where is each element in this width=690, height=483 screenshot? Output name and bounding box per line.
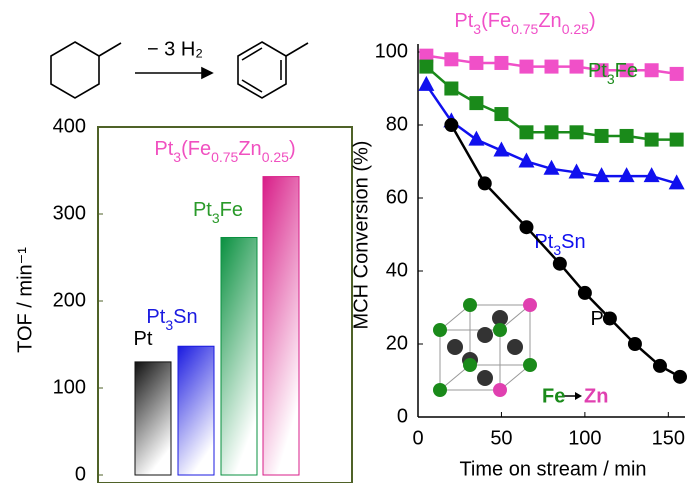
fe-atom	[433, 383, 447, 397]
cyclohexane	[51, 42, 99, 98]
marker	[494, 56, 508, 70]
bar	[178, 346, 214, 475]
y-tick-label: 200	[53, 289, 86, 311]
marker	[670, 67, 684, 81]
benzene	[238, 42, 286, 98]
zn-atom	[493, 383, 507, 397]
fe-atom	[463, 298, 477, 312]
marker	[418, 76, 434, 91]
marker	[519, 220, 533, 234]
marker	[519, 60, 533, 74]
fe-atom	[433, 323, 447, 337]
marker	[553, 257, 567, 271]
marker	[620, 129, 634, 143]
y-tick-label: 400	[53, 115, 86, 137]
page: − 3 H₂ 0100200300400TOF / min⁻¹PtPt3SnPt…	[0, 0, 690, 483]
y-tick-label: 100	[375, 40, 408, 62]
series-label: Pt3Fe	[588, 60, 638, 86]
marker	[478, 176, 492, 190]
marker	[469, 56, 483, 70]
series-label: Pt	[591, 308, 610, 330]
x-tick-label: 50	[490, 427, 512, 449]
x-axis-label: Time on stream / min	[459, 458, 646, 480]
y-tick-label: 40	[386, 259, 408, 281]
y-tick-label: 60	[386, 186, 408, 208]
y-tick-label: 300	[53, 202, 86, 224]
x-tick-label: 150	[652, 427, 685, 449]
zn-atom	[523, 298, 537, 312]
pt-atom	[477, 370, 493, 386]
series-label: Pt3(Fe0.75Zn0.25)	[454, 10, 595, 36]
methyl	[99, 43, 121, 56]
marker	[645, 133, 659, 147]
reagent-label: − 3 H₂	[147, 38, 203, 60]
pt-atom	[507, 339, 523, 355]
double-bond	[242, 48, 262, 60]
bar-label: Pt3Sn	[146, 306, 197, 332]
double-bond	[242, 80, 262, 92]
y-tick-label: 80	[386, 113, 408, 135]
marker	[673, 370, 687, 384]
inset-arrowhead	[575, 392, 582, 400]
y-axis-label: MCH Conversion (%)	[350, 141, 372, 330]
x-tick-label: 100	[568, 427, 601, 449]
fe-atom	[493, 323, 507, 337]
bar-label: Pt	[134, 328, 153, 350]
marker	[578, 286, 592, 300]
marker	[644, 167, 660, 182]
bar	[263, 177, 299, 475]
marker	[595, 129, 609, 143]
marker	[628, 337, 642, 351]
pt-atom	[447, 339, 463, 355]
marker	[444, 118, 458, 132]
marker	[645, 63, 659, 77]
methyl	[286, 43, 308, 56]
marker	[545, 125, 559, 139]
marker	[570, 125, 584, 139]
fe-atom	[463, 358, 477, 372]
bar-label: Pt3(Fe0.75Zn0.25)	[154, 138, 295, 164]
marker	[444, 52, 458, 66]
marker	[469, 96, 483, 110]
inset-label-from: Fe	[542, 385, 565, 407]
marker	[419, 60, 433, 74]
marker	[619, 167, 635, 182]
inset-label-to: Zn	[584, 385, 608, 407]
marker	[444, 82, 458, 96]
y-tick-label: 0	[75, 463, 86, 483]
marker	[494, 107, 508, 121]
fe-atom	[523, 358, 537, 372]
line-chart: 0 20 40 60 80 100 0 50 100 150 Time on stream / mi…	[350, 10, 687, 480]
marker	[670, 133, 684, 147]
pt-atom	[477, 327, 493, 343]
marker	[545, 60, 559, 74]
bar-label: Pt3Fe	[193, 199, 243, 225]
arrowhead	[202, 68, 212, 78]
x-tick-label: 0	[412, 427, 423, 449]
y-tick-label: 20	[386, 332, 408, 354]
y-axis-label: TOF / min⁻¹	[14, 247, 36, 353]
y-tick-label: 0	[397, 405, 408, 427]
bar	[221, 237, 257, 475]
marker	[519, 125, 533, 139]
y-tick-label: 100	[53, 376, 86, 398]
marker	[570, 60, 584, 74]
figure: − 3 H₂ 0100200300400TOF / min⁻¹PtPt3SnPt…	[0, 0, 690, 483]
marker	[468, 131, 484, 146]
marker	[653, 359, 667, 373]
bar	[135, 362, 171, 475]
